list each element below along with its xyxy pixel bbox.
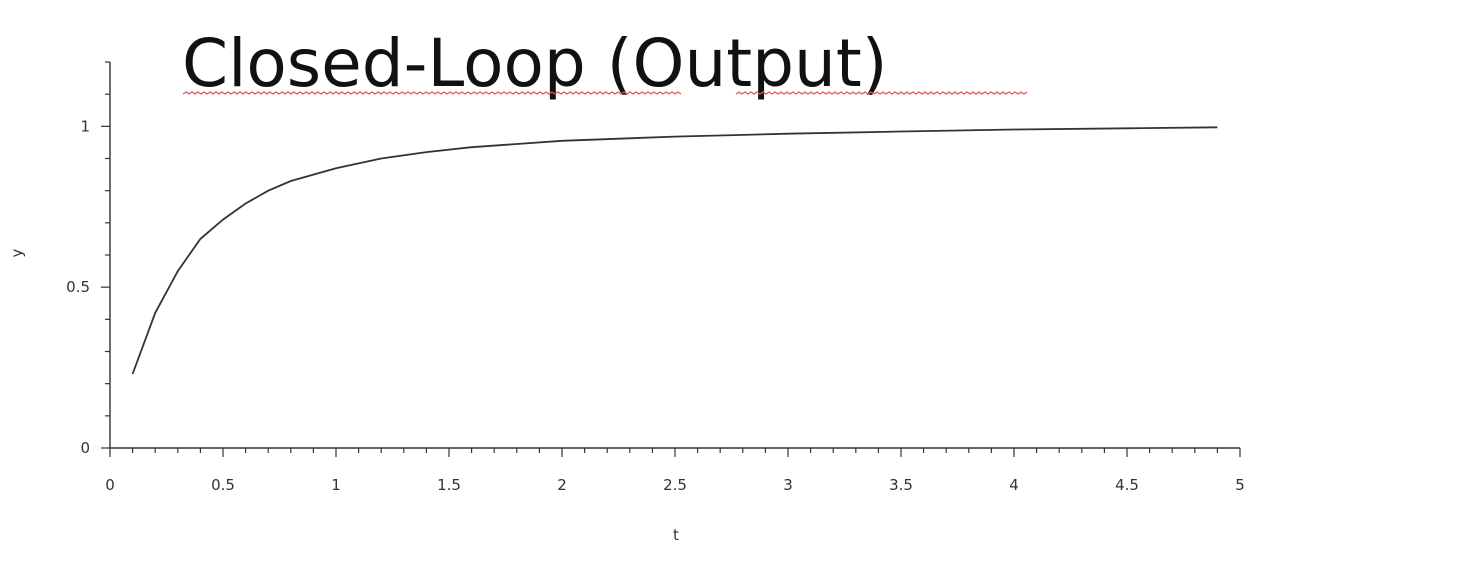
- x-tick-label: 0.5: [211, 476, 235, 494]
- x-tick-label: 5: [1235, 476, 1245, 494]
- x-tick-label: 1: [331, 476, 341, 494]
- series-line: [131, 126, 1218, 375]
- x-tick-label: 0: [105, 476, 115, 494]
- y-tick-label: 0: [80, 439, 90, 457]
- x-tick-label: 4: [1009, 476, 1019, 494]
- spellcheck-squiggle: [735, 91, 1028, 95]
- x-tick-label: 1.5: [437, 476, 461, 494]
- x-axis-label: t: [673, 526, 679, 544]
- y-tick-label: 1: [80, 117, 90, 135]
- y-tick-label: 0.5: [66, 278, 90, 296]
- x-tick-label: 2: [557, 476, 567, 494]
- spellcheck-squiggle: [182, 91, 682, 95]
- x-axis-ticks: 0 0.5 1 1.5 2 2.5 3 3.5 4 4.5 5: [105, 448, 1245, 494]
- y-axis-ticks: 00.51: [66, 61, 110, 457]
- x-tick-label: 3.5: [889, 476, 913, 494]
- y-axis-label: y: [8, 248, 26, 257]
- axes: [109, 62, 1240, 449]
- x-tick-label: 2.5: [663, 476, 687, 494]
- chart-title: Closed-Loop (Output): [182, 25, 888, 102]
- series-group: [131, 126, 1218, 375]
- spellcheck-underlines: [182, 91, 1028, 95]
- x-tick-label: 3: [783, 476, 793, 494]
- x-tick-label: 4.5: [1115, 476, 1139, 494]
